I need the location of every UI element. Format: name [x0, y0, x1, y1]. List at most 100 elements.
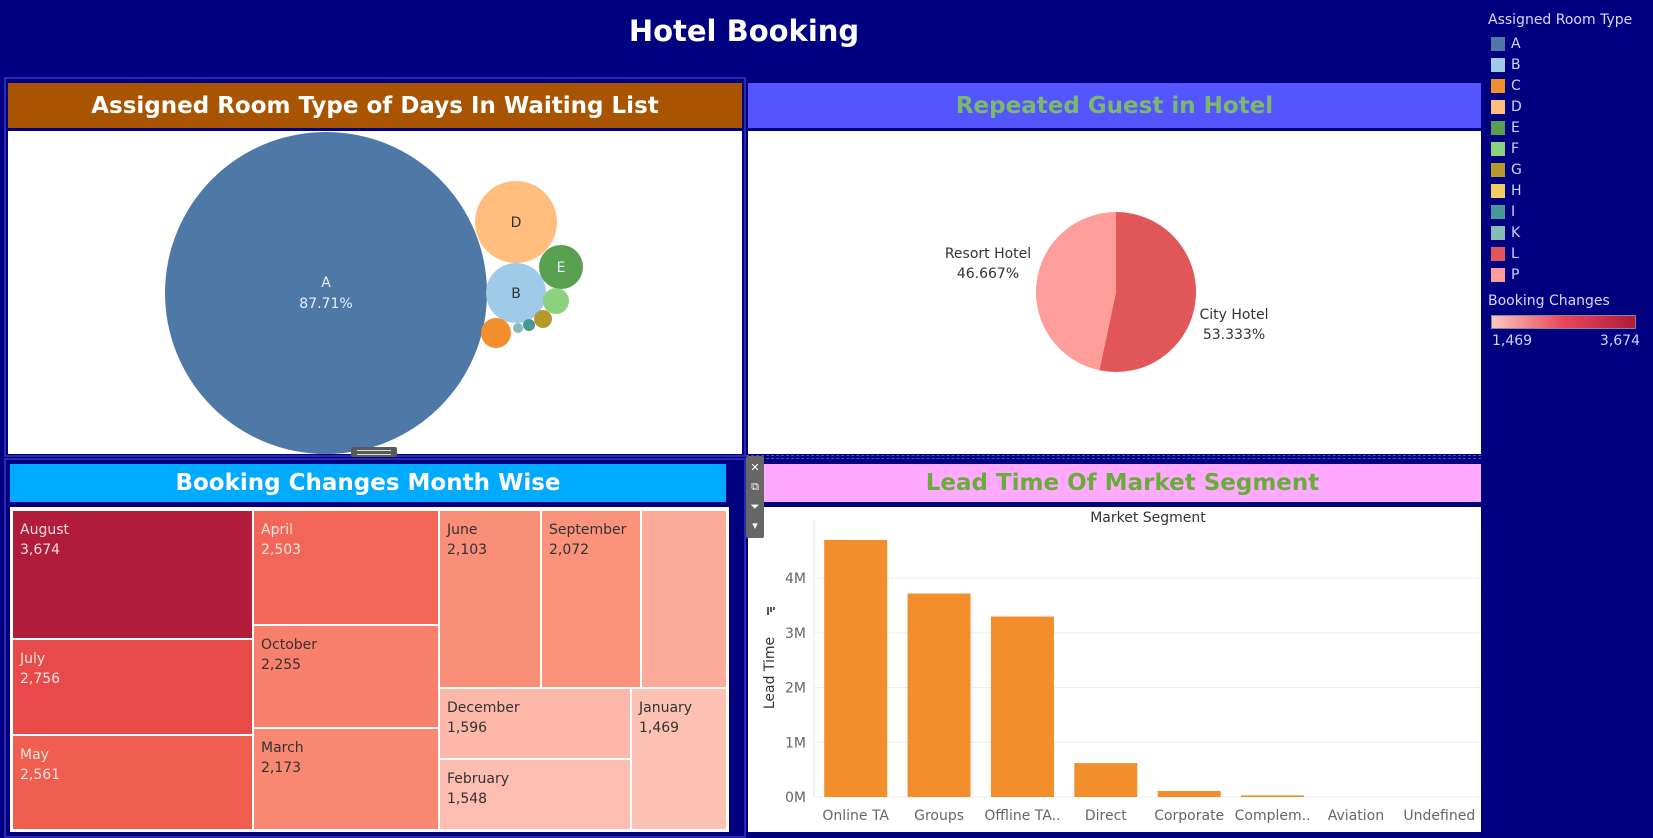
legend-item-a[interactable]: A	[1488, 33, 1648, 54]
treemap-cell-january[interactable]: January 1,469	[631, 688, 727, 830]
treemap-cell-may[interactable]: May 2,561	[12, 735, 253, 830]
panel-separator	[746, 455, 1481, 459]
legend-item-k[interactable]: K	[1488, 222, 1648, 243]
treemap-value: 1,469	[639, 720, 680, 736]
bar-offline-ta-[interactable]	[990, 616, 1054, 797]
treemap-value: 2,756	[20, 671, 61, 687]
legend-item-l[interactable]: L	[1488, 243, 1648, 264]
bubble-c[interactable]	[481, 318, 511, 348]
bar-direct[interactable]	[1074, 763, 1138, 797]
legend-item-h[interactable]: H	[1488, 180, 1648, 201]
legend-item-p[interactable]: P	[1488, 264, 1648, 285]
booking-changes-treemap[interactable]: August 3,674 July 2,756 May 2,561 April 2,503 Oc…	[10, 507, 729, 832]
treemap-cell-april[interactable]: April 2,503	[253, 510, 439, 625]
bar-groups[interactable]	[907, 593, 971, 797]
bubble-k[interactable]	[513, 323, 523, 333]
y-tick-label: 1M	[785, 735, 806, 751]
treemap-label: June	[447, 522, 478, 538]
bar-chart-title: Market Segment	[1090, 510, 1206, 526]
treemap-area: August 3,674 July 2,756 May 2,561 April 2,503 Oc…	[12, 510, 727, 830]
more-options-icon[interactable]: ▾	[752, 519, 758, 533]
treemap-value: 2,173	[261, 760, 302, 776]
bubble-label-d: D	[511, 215, 522, 231]
legend-label: P	[1511, 266, 1520, 283]
room-type-bubble-chart[interactable]: A 87.71% D B E	[8, 131, 742, 454]
bubble-e[interactable]	[539, 245, 583, 289]
y-tick-label: 4M	[785, 571, 806, 587]
legend-label: K	[1511, 224, 1521, 241]
open-external-icon[interactable]: ⧉	[751, 480, 759, 494]
booking-changes-legend-title: Booking Changes	[1488, 293, 1610, 309]
filter-icon[interactable]: ⏷	[750, 499, 760, 513]
bubble-g[interactable]	[534, 310, 552, 328]
legend-swatch	[1491, 99, 1505, 114]
treemap-value: 1,548	[447, 791, 488, 807]
legend-item-c[interactable]: C	[1488, 75, 1648, 96]
legend-title: Assigned Room Type	[1488, 12, 1633, 28]
bubble-b[interactable]	[486, 263, 546, 323]
treemap-label: May	[20, 747, 49, 763]
treemap-label: September	[549, 522, 627, 538]
lead-time-bar-chart[interactable]: Market Segment Lead Time 0M 1M 2M 3M 4M Online …	[748, 507, 1481, 832]
bar-complem-[interactable]	[1241, 795, 1305, 797]
legend-item-b[interactable]: B	[1488, 54, 1648, 75]
treemap-cell-june[interactable]: June 2,103	[439, 510, 541, 688]
x-tick-label: Groups	[914, 808, 964, 824]
bubble-chart-svg: A 87.71% D B E	[165, 132, 583, 454]
bubble-i[interactable]	[523, 319, 535, 331]
sort-icon[interactable]	[767, 607, 775, 615]
legend-swatch	[1491, 120, 1505, 135]
lead-time-panel-title: Lead Time Of Market Segment	[764, 464, 1481, 502]
pie-label: Resort Hotel	[945, 246, 1031, 262]
legend-swatch	[1491, 204, 1505, 219]
bubble-f[interactable]	[543, 288, 569, 314]
x-tick-label: Complem..	[1235, 808, 1311, 824]
legend-label: D	[1511, 98, 1522, 115]
pie-slice-city-hotel[interactable]	[1099, 212, 1197, 372]
treemap-cell-february[interactable]: February 1,548	[439, 759, 631, 830]
bubble-a[interactable]	[165, 132, 487, 454]
treemap-value: 3,674	[20, 542, 61, 558]
bar-corporate[interactable]	[1157, 790, 1221, 797]
booking-changes-gradient	[1491, 315, 1636, 329]
treemap-cell[interactable]	[641, 510, 727, 688]
treemap-value: 2,255	[261, 657, 302, 673]
treemap-cell-october[interactable]: October 2,255	[253, 625, 439, 728]
gradient-min-label: 1,469	[1492, 333, 1533, 349]
treemap-label: March	[261, 740, 304, 756]
legend-item-e[interactable]: E	[1488, 117, 1648, 138]
treemap-value: 2,072	[549, 542, 590, 558]
treemap-cell-august[interactable]: August 3,674	[12, 510, 253, 639]
worksheet-toolbar: ✕ ⧉ ⏷ ▾	[746, 456, 764, 538]
legend-swatch	[1491, 78, 1505, 93]
treemap-value: 2,561	[20, 767, 61, 783]
close-icon[interactable]: ✕	[750, 460, 760, 474]
legend-swatch	[1491, 141, 1505, 156]
legend-label: G	[1511, 161, 1522, 178]
bar-online-ta[interactable]	[824, 539, 888, 797]
pie-value: 46.667%	[957, 266, 1019, 282]
y-tick-label: 3M	[785, 626, 806, 642]
treemap-label: January	[639, 700, 693, 716]
bubble-d[interactable]	[475, 181, 557, 263]
pie-slice-resort-hotel[interactable]	[1036, 212, 1116, 371]
treemap-cell-december[interactable]: December 1,596	[439, 688, 631, 759]
room-type-panel-title: Assigned Room Type of Days In Waiting Li…	[8, 83, 742, 128]
legend-item-g[interactable]: G	[1488, 159, 1648, 180]
repeated-guest-pie-chart[interactable]: City Hotel 53.333% Resort Hotel 46.667%	[748, 131, 1481, 454]
bubble-value-a: 87.71%	[299, 296, 352, 312]
legend-swatch	[1491, 267, 1505, 282]
treemap-cell-july[interactable]: July 2,756	[12, 639, 253, 735]
bar-chart-svg: Market Segment Lead Time 0M 1M 2M 3M 4M Online …	[762, 510, 1481, 824]
bubble-label-e: E	[557, 260, 566, 276]
legend-item-i[interactable]: I	[1488, 201, 1648, 222]
treemap-cell-september[interactable]: September 2,072	[541, 510, 641, 688]
legend-label: C	[1511, 77, 1521, 94]
treemap-cell-march[interactable]: March 2,173	[253, 728, 439, 830]
x-tick-label: Undefined	[1403, 808, 1475, 824]
legend-item-f[interactable]: F	[1488, 138, 1648, 159]
pie-chart-svg: City Hotel 53.333% Resort Hotel 46.667%	[945, 212, 1268, 372]
resize-handle[interactable]	[351, 447, 397, 457]
legend-item-d[interactable]: D	[1488, 96, 1648, 117]
